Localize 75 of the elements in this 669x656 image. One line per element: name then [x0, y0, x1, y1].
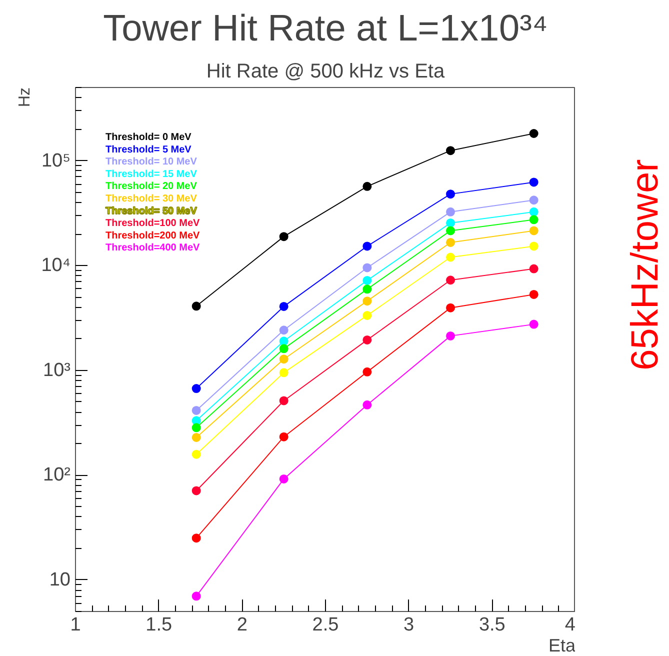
x-tick-label: 1.5 — [146, 614, 172, 636]
y-tick-label: 10⁴ — [41, 255, 71, 276]
chart-title: Tower Hit Rate at L=1x10³⁴ — [103, 8, 548, 48]
point — [446, 303, 455, 312]
point — [446, 331, 455, 340]
x-tick-label: 2 — [236, 614, 248, 636]
point — [446, 276, 455, 285]
text: 65kHz/tower — [624, 158, 666, 370]
point — [529, 242, 538, 251]
point — [279, 432, 288, 442]
x-tick-label: 2.5 — [312, 614, 339, 636]
text: Threshold= 30 MeV — [106, 194, 198, 204]
point — [192, 534, 201, 543]
point — [192, 406, 201, 415]
point — [192, 486, 201, 496]
point — [446, 190, 455, 199]
point — [446, 238, 455, 247]
point — [446, 146, 455, 156]
point — [362, 367, 372, 376]
point — [362, 284, 372, 294]
point — [446, 226, 455, 236]
point — [529, 226, 538, 236]
point — [529, 290, 538, 299]
point — [279, 336, 288, 346]
point — [192, 384, 201, 394]
point — [279, 396, 288, 406]
point — [279, 302, 288, 311]
point — [529, 207, 538, 216]
point — [446, 218, 455, 228]
x-tick-label: 3.5 — [478, 614, 506, 636]
point — [192, 432, 201, 442]
point — [192, 302, 201, 311]
point — [279, 326, 288, 335]
point — [446, 207, 455, 216]
point — [279, 474, 288, 484]
text: Threshold=100 MeV — [106, 218, 200, 230]
point — [279, 368, 288, 378]
point — [362, 276, 372, 285]
point — [362, 310, 372, 320]
point — [529, 196, 538, 205]
point — [362, 400, 372, 410]
y-axis-title: Hz — [16, 87, 34, 108]
x-tick-label: 4 — [564, 614, 576, 636]
point — [446, 252, 455, 262]
point — [529, 178, 538, 187]
y-tick-label: 10² — [43, 464, 71, 486]
x-tick-label: 3 — [404, 614, 414, 636]
text: Threshold= 10 MeV — [106, 156, 198, 168]
text: Threshold= 0 MeV — [106, 132, 192, 143]
point — [529, 320, 538, 329]
point — [279, 232, 288, 242]
text: Threshold= 5 MeV — [106, 144, 192, 156]
text: Threshold=400 MeV — [106, 242, 200, 254]
point — [529, 215, 538, 224]
y-tick-label: 10⁵ — [41, 150, 71, 172]
y-tick-label: 10³ — [43, 360, 71, 381]
text: Threshold= 50 MeV — [106, 206, 198, 217]
text: Threshold= 20 MeV — [106, 181, 198, 192]
text: Threshold=200 MeV — [106, 230, 200, 242]
y-tick-label: 10 — [49, 569, 71, 590]
point — [362, 263, 372, 272]
text: Threshold= 15 MeV — [106, 168, 198, 180]
point — [529, 264, 538, 274]
point — [192, 423, 201, 432]
point — [362, 335, 372, 344]
point — [362, 182, 372, 191]
point — [279, 344, 288, 354]
chart-subtitle: Hit Rate @ 500 kHz vs Eta — [206, 60, 446, 82]
point — [192, 450, 201, 459]
point — [362, 296, 372, 306]
x-tick-label: 1 — [70, 614, 81, 636]
point — [279, 354, 288, 364]
point — [529, 129, 538, 138]
point — [362, 242, 372, 251]
point — [192, 592, 201, 601]
